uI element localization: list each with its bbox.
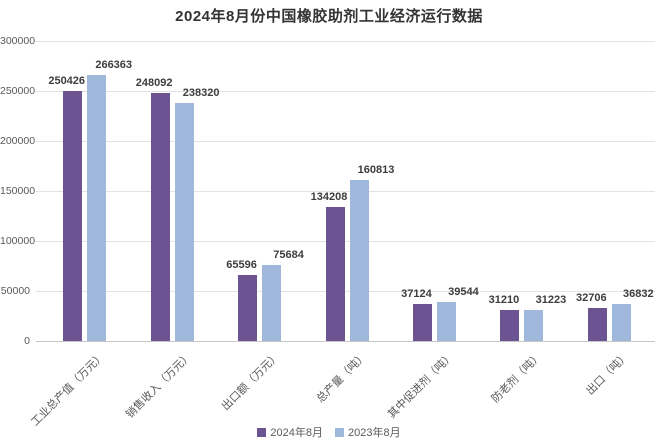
legend-item: 2024年8月: [257, 424, 323, 440]
y-axis-tick-label: 300000: [0, 35, 36, 47]
bar-series1-cat3: [238, 275, 258, 341]
legend: 2024年8月 2023年8月: [0, 424, 658, 440]
chart-title: 2024年8月份中国橡胶助剂工业经济运行数据: [175, 8, 483, 25]
bar-value-label: 250426: [48, 74, 86, 87]
bar-series2-cat1: [87, 74, 107, 341]
legend-label: 2023年8月: [348, 427, 401, 439]
bar-series2-cat3: [262, 265, 282, 341]
y-axis-tick-label: 100000: [0, 235, 36, 247]
bar-value-label: 37124: [401, 287, 432, 300]
x-axis-category-label: 出口额（万元）: [219, 350, 283, 414]
gridline: [36, 241, 655, 242]
y-axis-tick-label: 250000: [0, 85, 36, 97]
bar-series1-cat4: [325, 206, 345, 341]
gridline: [36, 141, 655, 142]
bar-series1-cat1: [63, 90, 83, 341]
x-axis-category-label: 销售收入（万元）: [123, 350, 195, 421]
bar-value-label: 31210: [488, 293, 520, 306]
x-axis-category-label: 其中促进剂（吨）: [386, 350, 457, 421]
bar-series2-cat5: [436, 301, 456, 341]
gridline: [36, 291, 655, 292]
x-axis-category-label: 出口（吨）: [584, 350, 632, 398]
gridline: [36, 41, 655, 42]
legend-label: 2024年8月: [270, 427, 323, 439]
bar-value-label: 39544: [448, 285, 479, 298]
bar-series1-cat6: [500, 309, 520, 341]
bar-value-label: 248092: [135, 76, 173, 89]
y-axis-tick-label: 0: [24, 335, 30, 347]
bar-value-label: 36832: [623, 288, 654, 301]
bar-value-label: 266363: [95, 58, 133, 71]
legend-item: 2023年8月: [335, 424, 401, 440]
bar-series2-cat7: [611, 304, 631, 341]
bar-value-label: 32706: [576, 292, 607, 305]
gridline: [36, 341, 655, 342]
bar-value-label: 160813: [357, 164, 395, 177]
gridline: [36, 91, 655, 92]
bar-value-label: 134208: [310, 190, 348, 203]
bar-value-label: 65596: [226, 259, 257, 272]
bar-series1-cat5: [412, 303, 432, 341]
x-axis-category-label: 防老剂（吨）: [489, 350, 545, 406]
bar-series2-cat6: [524, 309, 544, 341]
bar-value-label: 31223: [535, 293, 567, 306]
bar-series1-cat7: [587, 308, 607, 341]
gridline: [36, 191, 655, 192]
bar-series2-cat2: [174, 102, 194, 341]
y-axis-tick-label: 200000: [0, 135, 36, 147]
x-axis-category-label: 工业总产值（万元）: [28, 350, 108, 429]
bar-value-label: 238320: [182, 86, 220, 99]
x-axis-category-label: 总产量（吨）: [314, 350, 370, 406]
legend-swatch: [257, 427, 267, 437]
bar-series2-cat4: [349, 180, 369, 341]
bar-series1-cat2: [150, 92, 170, 341]
legend-swatch: [335, 427, 344, 437]
y-axis-tick-label: 50000: [0, 285, 30, 297]
y-axis-tick-label: 150000: [0, 185, 36, 197]
bar-value-label: 75684: [273, 249, 304, 262]
